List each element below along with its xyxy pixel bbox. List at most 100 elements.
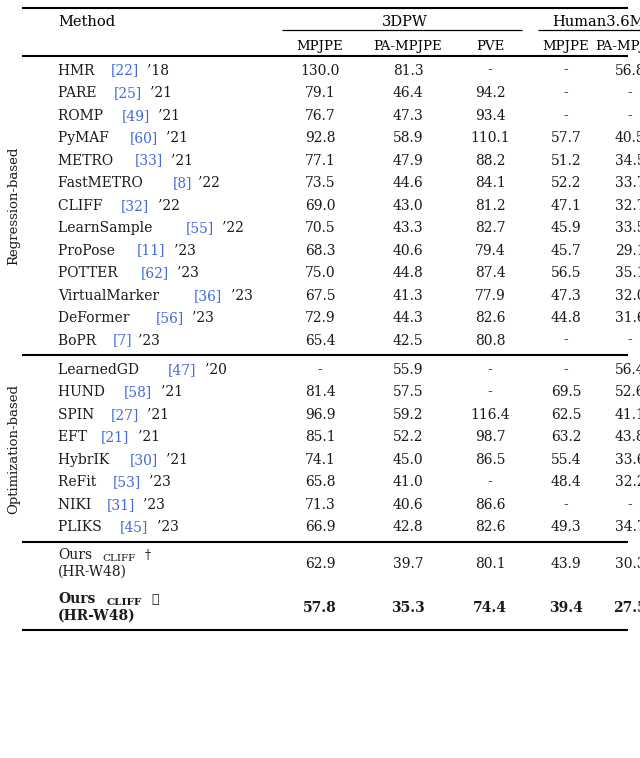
Text: FastMETRO: FastMETRO <box>58 176 147 190</box>
Text: (HR-W48): (HR-W48) <box>58 565 127 579</box>
Text: 33.7: 33.7 <box>614 176 640 190</box>
Text: 96.9: 96.9 <box>305 408 335 422</box>
Text: 33.6: 33.6 <box>615 453 640 467</box>
Text: 66.9: 66.9 <box>305 521 335 534</box>
Text: 65.4: 65.4 <box>305 334 335 348</box>
Text: 84.1: 84.1 <box>475 176 506 190</box>
Text: ’23: ’23 <box>174 243 196 258</box>
Text: CLIFF: CLIFF <box>106 598 141 607</box>
Text: [7]: [7] <box>113 334 132 348</box>
Text: 46.4: 46.4 <box>392 86 424 100</box>
Text: 55.4: 55.4 <box>550 453 581 467</box>
Text: 56.5: 56.5 <box>551 266 581 280</box>
Text: [25]: [25] <box>113 86 141 100</box>
Text: HMR: HMR <box>58 64 99 77</box>
Text: ’23: ’23 <box>138 334 160 348</box>
Text: 47.3: 47.3 <box>550 289 581 302</box>
Text: -: - <box>628 498 632 512</box>
Text: 55.9: 55.9 <box>393 363 423 377</box>
Text: 41.0: 41.0 <box>392 475 424 490</box>
Text: -: - <box>488 64 492 77</box>
Text: 32.2: 32.2 <box>615 475 640 490</box>
Text: 67.5: 67.5 <box>305 289 335 302</box>
Text: DeFormer: DeFormer <box>58 311 134 325</box>
Text: 72.9: 72.9 <box>305 311 335 325</box>
Text: 93.4: 93.4 <box>475 108 506 123</box>
Text: PA-MPJPE: PA-MPJPE <box>596 39 640 52</box>
Text: 110.1: 110.1 <box>470 131 510 145</box>
Text: [49]: [49] <box>122 108 150 123</box>
Text: 62.5: 62.5 <box>551 408 581 422</box>
Text: ProPose: ProPose <box>58 243 119 258</box>
Text: 85.1: 85.1 <box>305 431 335 444</box>
Text: 35.1: 35.1 <box>614 266 640 280</box>
Text: [36]: [36] <box>194 289 222 302</box>
Text: †: † <box>145 549 151 562</box>
Text: -: - <box>564 334 568 348</box>
Text: ’21: ’21 <box>138 431 159 444</box>
Text: 30.3: 30.3 <box>615 557 640 571</box>
Text: ’21: ’21 <box>172 154 193 168</box>
Text: [60]: [60] <box>129 131 157 145</box>
Text: 51.2: 51.2 <box>550 154 581 168</box>
Text: POTTER: POTTER <box>58 266 122 280</box>
Text: 62.9: 62.9 <box>305 557 335 571</box>
Text: -: - <box>628 108 632 123</box>
Text: 79.4: 79.4 <box>475 243 506 258</box>
Text: 47.1: 47.1 <box>550 199 581 213</box>
Text: 45.0: 45.0 <box>393 453 423 467</box>
Text: 76.7: 76.7 <box>305 108 335 123</box>
Text: 42.5: 42.5 <box>393 334 423 348</box>
Text: [32]: [32] <box>121 199 149 213</box>
Text: 56.8: 56.8 <box>615 64 640 77</box>
Text: 69.0: 69.0 <box>305 199 335 213</box>
Text: 63.2: 63.2 <box>551 431 581 444</box>
Text: 34.5: 34.5 <box>614 154 640 168</box>
Text: 82.6: 82.6 <box>475 521 505 534</box>
Text: -: - <box>564 86 568 100</box>
Text: MPJPE: MPJPE <box>543 39 589 52</box>
Text: [56]: [56] <box>156 311 184 325</box>
Text: 43.3: 43.3 <box>393 221 423 235</box>
Text: PA-MPJPE: PA-MPJPE <box>374 39 442 52</box>
Text: ’23: ’23 <box>157 521 179 534</box>
Text: ’18: ’18 <box>147 64 169 77</box>
Text: 48.4: 48.4 <box>550 475 581 490</box>
Text: 27.5: 27.5 <box>613 601 640 615</box>
Text: 88.2: 88.2 <box>475 154 505 168</box>
Text: [53]: [53] <box>113 475 141 490</box>
Text: 43.0: 43.0 <box>393 199 423 213</box>
Text: [33]: [33] <box>135 154 163 168</box>
Text: 80.1: 80.1 <box>475 557 506 571</box>
Text: CLIFF: CLIFF <box>58 199 107 213</box>
Text: EFT: EFT <box>58 431 92 444</box>
Text: 75.0: 75.0 <box>305 266 335 280</box>
Text: CLIFF: CLIFF <box>102 554 135 563</box>
Text: 49.3: 49.3 <box>550 521 581 534</box>
Text: 68.3: 68.3 <box>305 243 335 258</box>
Text: ’22: ’22 <box>222 221 244 235</box>
Text: 52.2: 52.2 <box>551 176 581 190</box>
Text: 43.9: 43.9 <box>550 557 581 571</box>
Text: ’21: ’21 <box>161 385 182 399</box>
Text: 94.2: 94.2 <box>475 86 506 100</box>
Text: ’21: ’21 <box>166 131 188 145</box>
Text: METRO: METRO <box>58 154 118 168</box>
Text: 47.9: 47.9 <box>392 154 424 168</box>
Text: PARE: PARE <box>58 86 101 100</box>
Text: 3DPW: 3DPW <box>382 15 428 30</box>
Text: LearnSample: LearnSample <box>58 221 157 235</box>
Text: 82.6: 82.6 <box>475 311 505 325</box>
Text: 59.2: 59.2 <box>393 408 423 422</box>
Text: 47.3: 47.3 <box>392 108 424 123</box>
Text: 40.6: 40.6 <box>393 498 423 512</box>
Text: ’21: ’21 <box>150 86 172 100</box>
Text: 40.5: 40.5 <box>614 131 640 145</box>
Text: [31]: [31] <box>106 498 135 512</box>
Text: 32.7: 32.7 <box>614 199 640 213</box>
Text: 79.1: 79.1 <box>305 86 335 100</box>
Text: -: - <box>488 363 492 377</box>
Text: 34.7: 34.7 <box>614 521 640 534</box>
Text: 56.4: 56.4 <box>614 363 640 377</box>
Text: 92.8: 92.8 <box>305 131 335 145</box>
